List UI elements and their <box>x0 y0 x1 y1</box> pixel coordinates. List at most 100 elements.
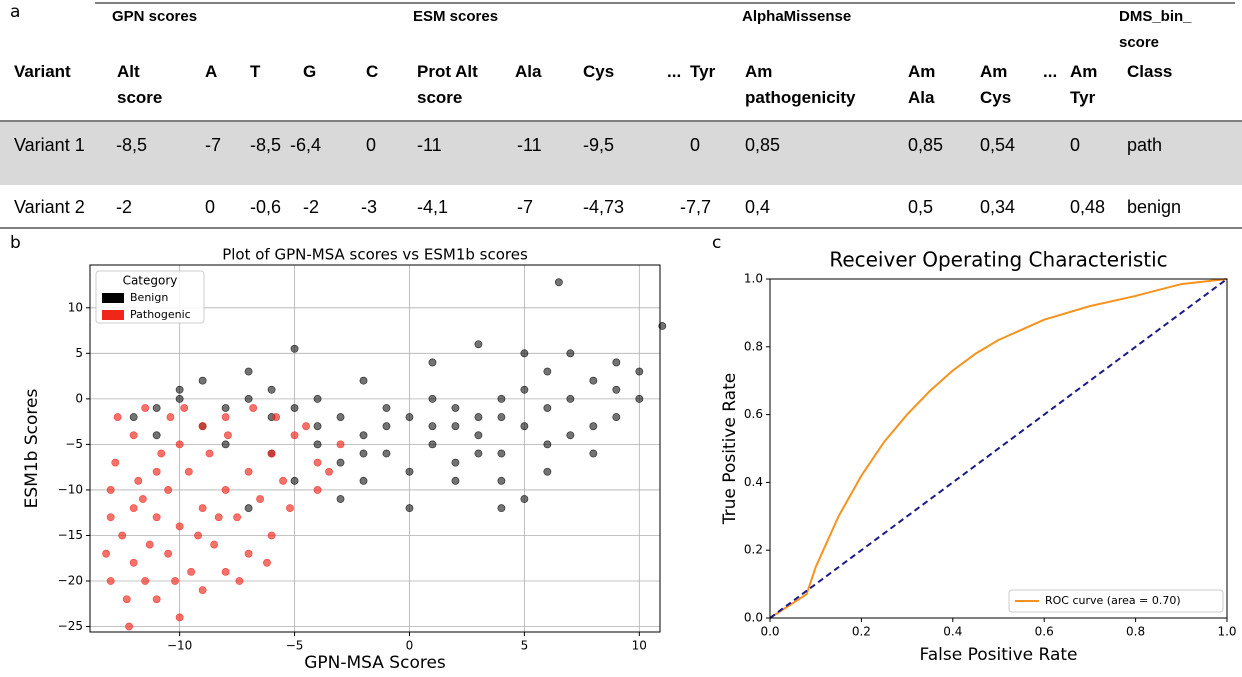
table-cell: 0,48 <box>1070 197 1106 217</box>
legend-swatch <box>102 310 124 320</box>
column-header: Alt score <box>117 62 163 107</box>
line-series <box>769 278 1228 619</box>
y-tick-label: −25 <box>58 619 83 633</box>
scatter-point <box>520 422 529 431</box>
scatter-point <box>290 404 299 412</box>
scatter-point <box>543 467 552 476</box>
scatter-point <box>635 394 644 403</box>
scatter-point <box>180 404 189 412</box>
x-tick-label: −10 <box>167 639 192 653</box>
scatter-point <box>244 367 253 376</box>
scatter-point <box>451 404 460 412</box>
y-tick-label: 1.0 <box>744 272 763 286</box>
scatter-point <box>405 504 414 513</box>
scatter-point <box>635 367 644 376</box>
scatter-point <box>129 504 138 513</box>
table-cell: -2 <box>116 197 133 217</box>
table-cell: -11 <box>417 135 442 155</box>
column-header: Am Ala <box>908 62 936 107</box>
scatter-point <box>221 567 230 576</box>
column-header: C <box>366 62 379 81</box>
y-tick-label: −10 <box>58 482 83 496</box>
legend-label: Benign <box>130 291 168 304</box>
column-header: Am pathogenicity <box>745 62 856 107</box>
scatter-point <box>520 349 529 358</box>
table-cell: -7,7 <box>680 197 712 217</box>
y-axis-label: ESM1b Scores <box>22 389 42 509</box>
x-tick-label: −5 <box>286 639 304 653</box>
scatter-point <box>543 367 552 376</box>
y-tick-label: 0.2 <box>744 543 763 557</box>
column-header: Prot Alt score <box>417 62 478 107</box>
scatter-point <box>382 422 391 431</box>
scatter-point <box>256 495 264 503</box>
column-header: Class <box>1127 62 1173 81</box>
scatter-point <box>313 440 322 449</box>
y-tick-label: −5 <box>65 437 83 451</box>
y-tick-label: 0.4 <box>744 475 763 489</box>
column-header: ... <box>1043 62 1058 81</box>
y-tick-label: 10 <box>68 300 83 314</box>
scatter-point <box>497 476 506 485</box>
scatter-point <box>451 458 460 467</box>
x-tick-label: 1.0 <box>1217 625 1236 639</box>
x-tick-label: 0.4 <box>943 625 962 639</box>
table-cell: 0 <box>690 135 701 155</box>
table-cell: -8,5 <box>250 135 282 155</box>
column-header: ... <box>667 62 682 81</box>
group-header: DMS_bin_ score <box>1119 8 1192 51</box>
scatter-point <box>175 394 184 403</box>
scatter-point <box>221 413 230 421</box>
scatter-point <box>102 549 110 558</box>
table-cell: Variant 1 <box>14 135 85 155</box>
scatter-point <box>224 431 232 440</box>
scatter-point <box>336 413 345 421</box>
scatter-point <box>336 440 345 449</box>
x-tick-label: 0 <box>406 639 414 653</box>
scatter-point <box>451 476 460 485</box>
x-tick-label: 0.6 <box>1035 625 1054 639</box>
scatter-point <box>267 385 276 394</box>
plot-frame <box>89 264 661 633</box>
scatter-point <box>152 467 161 476</box>
scatter-point <box>405 467 414 476</box>
scatter-point <box>313 422 322 431</box>
scatter-point <box>152 431 161 440</box>
table-cell: 0,85 <box>745 135 781 155</box>
line-series <box>769 278 1228 619</box>
scatter-point <box>359 476 368 485</box>
scatter-point <box>221 440 230 449</box>
chart-title: Receiver Operating Characteristic <box>829 248 1167 272</box>
table-cell: -9,5 <box>583 135 615 155</box>
column-header: Am Cys <box>980 62 1012 107</box>
table-cell: -7 <box>205 135 222 155</box>
scatter-point <box>175 440 184 449</box>
panel-label: a <box>10 2 20 22</box>
scatter-point <box>157 449 166 458</box>
scatter-point <box>290 476 299 485</box>
scatter-point <box>267 449 276 458</box>
table-cell: Variant 2 <box>14 197 85 217</box>
column-header: Ala <box>515 62 542 81</box>
scatter-point <box>125 622 133 631</box>
column-header: G <box>303 62 317 81</box>
scatter-point <box>520 385 529 394</box>
scatter-point <box>589 422 598 431</box>
scatter-point <box>612 358 621 367</box>
legend-title: Category <box>123 274 178 288</box>
scatter-point <box>244 467 253 476</box>
x-tick-label: 0.0 <box>760 625 779 639</box>
scatter-point <box>272 413 281 421</box>
scatter-point <box>198 586 207 595</box>
scatter-point <box>279 476 287 485</box>
scatter-point <box>221 486 230 494</box>
scatter-point <box>336 458 345 467</box>
scatter-point <box>233 513 241 522</box>
scatter-point <box>129 413 138 421</box>
column-header: A <box>205 62 218 81</box>
scatter-point <box>313 486 322 494</box>
y-tick-label: 5 <box>75 346 83 360</box>
scatter-point <box>474 431 483 440</box>
scatter-point <box>554 278 563 287</box>
column-header: T <box>250 62 261 81</box>
